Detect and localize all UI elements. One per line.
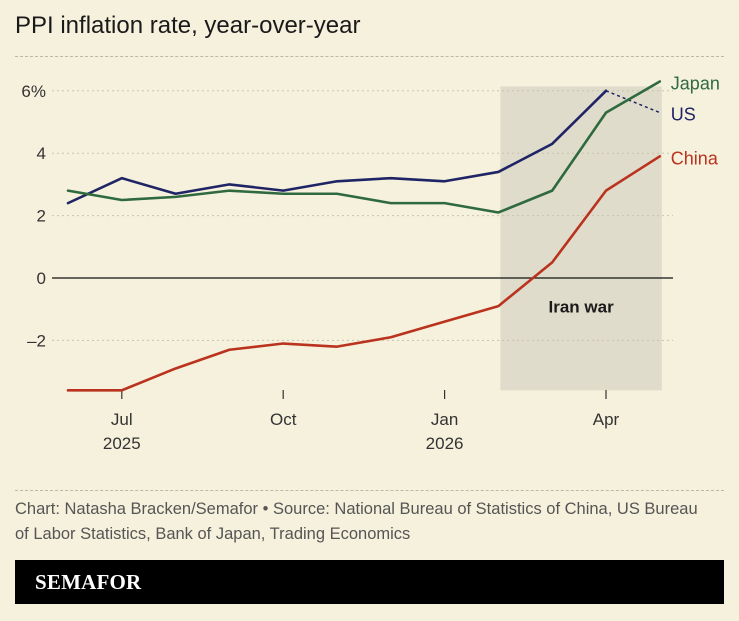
chart-title: PPI inflation rate, year-over-year: [15, 12, 361, 39]
brand-footer: SEMAFOR: [15, 560, 724, 604]
y-tick-label: 4: [37, 144, 46, 163]
y-tick-label: 0: [37, 269, 46, 288]
series-label-japan: Japan: [671, 73, 720, 93]
series-label-china: China: [671, 148, 719, 168]
top-divider: [15, 56, 724, 57]
chart-credit: Chart: Natasha Bracken/Semafor • Source:…: [15, 500, 698, 543]
y-tick-label: 6%: [21, 82, 46, 101]
bottom-divider: [15, 490, 724, 491]
semafor-logo: SEMAFOR: [35, 570, 142, 594]
x-tick-label: Oct: [270, 410, 297, 429]
series-line-china: [66, 155, 662, 392]
series-line-us: [66, 89, 608, 205]
series-line-japan: [66, 80, 662, 214]
x-tick-label: Apr: [593, 410, 620, 429]
annotation-band: [500, 86, 662, 391]
x-tick-sublabel: 2025: [103, 434, 141, 453]
series-label-us: US: [671, 105, 696, 125]
x-tick-sublabel: 2026: [426, 434, 464, 453]
y-tick-label: –2: [27, 331, 46, 350]
x-tick-label: Jul: [111, 410, 133, 429]
annotation-label: Iran war: [548, 297, 614, 316]
x-tick-label: Jan: [431, 410, 458, 429]
line-chart: Iran war 6% 4 2 0 –2 Jul 2025 Oct Jan 2026 Apr US Jap…: [21, 73, 720, 453]
series-line-us-projection: [605, 90, 661, 114]
y-tick-label: 2: [37, 207, 46, 226]
